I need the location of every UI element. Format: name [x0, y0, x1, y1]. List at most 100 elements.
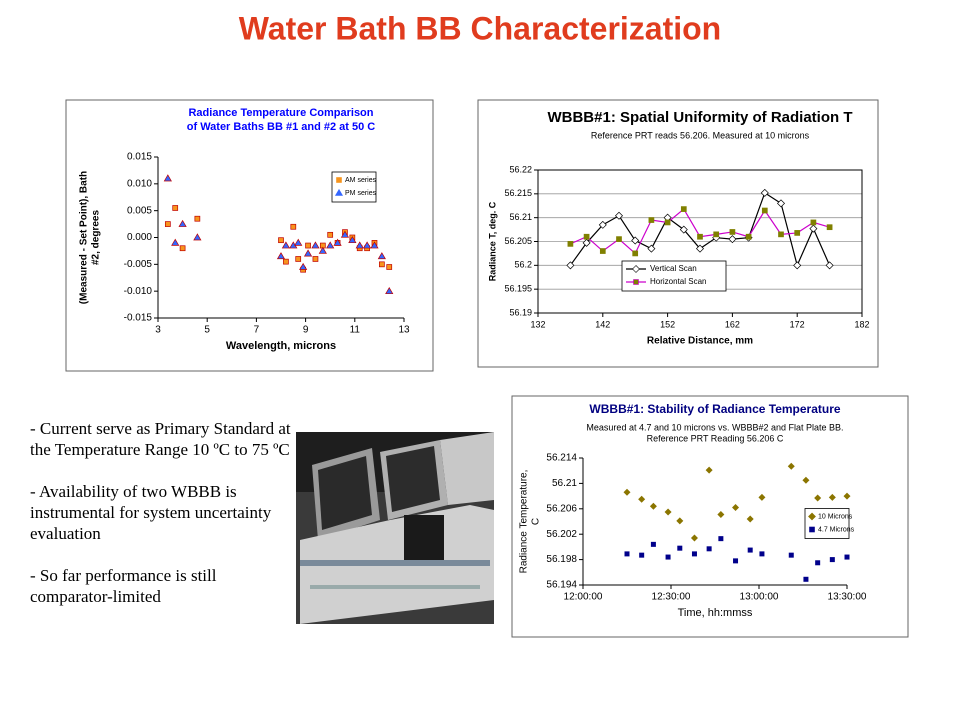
- marker: [649, 502, 657, 510]
- x-tick-label: 132: [530, 319, 545, 329]
- y-axis-label: #2, degrees: [91, 210, 102, 265]
- chart-frame: [65, 99, 434, 372]
- marker: [283, 258, 289, 265]
- marker: [326, 241, 335, 249]
- marker: [787, 462, 795, 470]
- marker: [171, 238, 180, 246]
- x-tick-label: 182: [854, 319, 869, 329]
- marker: [718, 536, 724, 542]
- x-tick-label: 13: [398, 325, 410, 336]
- slide-title: Water Bath BB Characterization: [239, 10, 721, 46]
- legend-label: AM series: [345, 177, 377, 184]
- marker: [276, 252, 286, 260]
- marker: [809, 224, 818, 233]
- bullet: - Availability of two WBBB is instrument…: [30, 482, 272, 543]
- y-tick-label: -0.015: [124, 313, 153, 324]
- y-tick-label: 56.194: [546, 580, 577, 591]
- x-tick-label: 13:00:00: [740, 592, 779, 603]
- marker: [778, 231, 784, 238]
- bullet-list: - Current serve as Primary Standard at t…: [30, 418, 298, 628]
- y-axis-label: Radiance T, deg. C: [487, 201, 497, 281]
- marker: [633, 279, 639, 285]
- marker: [788, 552, 794, 558]
- marker: [624, 551, 630, 557]
- marker: [677, 545, 683, 551]
- y-tick-label: 56.2: [514, 260, 532, 270]
- marker: [745, 233, 752, 240]
- marker: [639, 552, 645, 558]
- marker: [567, 241, 574, 247]
- legend-label: Horizontal Scan: [650, 277, 706, 286]
- marker: [691, 551, 697, 557]
- y-tick-label: 56.22: [509, 164, 532, 174]
- marker: [598, 220, 607, 229]
- marker: [844, 554, 850, 560]
- marker: [810, 219, 817, 226]
- y-tick-label: -0.010: [124, 286, 153, 297]
- marker: [355, 241, 364, 249]
- marker: [760, 188, 769, 197]
- marker: [814, 494, 822, 502]
- marker: [717, 511, 725, 519]
- marker: [311, 241, 320, 249]
- marker: [647, 244, 656, 253]
- y-tick-label: 56.195: [504, 284, 532, 294]
- y-tick-label: 56.202: [546, 529, 577, 540]
- marker: [732, 504, 740, 512]
- marker: [336, 177, 342, 183]
- marker: [729, 229, 736, 235]
- legend-label: Vertical Scan: [650, 264, 697, 273]
- chart-title: of Water Baths BB #1 and #2 at 50 C: [187, 121, 376, 133]
- y-tick-label: 56.206: [546, 503, 577, 514]
- marker: [638, 495, 646, 503]
- bullet: - Current serve as Primary Standard at t…: [30, 419, 291, 459]
- y-tick-label: 56.21: [509, 212, 532, 222]
- marker: [697, 233, 703, 240]
- marker: [303, 249, 313, 257]
- marker: [281, 241, 291, 249]
- marker: [179, 245, 186, 252]
- x-tick-label: 9: [303, 325, 309, 336]
- legend-box: [331, 171, 377, 203]
- marker: [746, 515, 754, 523]
- marker: [733, 558, 739, 564]
- marker: [334, 188, 344, 196]
- plot-border: [537, 169, 863, 314]
- marker: [194, 215, 201, 222]
- marker: [802, 476, 810, 484]
- marker: [679, 225, 688, 234]
- marker: [690, 534, 698, 542]
- marker: [278, 237, 284, 244]
- marker: [728, 235, 737, 244]
- marker: [295, 256, 302, 262]
- marker: [615, 211, 623, 220]
- marker: [327, 231, 334, 238]
- marker: [706, 546, 712, 552]
- marker: [163, 174, 172, 182]
- marker: [290, 223, 297, 230]
- marker: [178, 219, 187, 227]
- bullet: - So far performance is still comparator…: [30, 566, 217, 606]
- legend-box: [621, 260, 727, 292]
- marker: [676, 517, 684, 525]
- marker: [193, 233, 202, 241]
- marker: [650, 541, 656, 547]
- marker: [843, 492, 851, 500]
- y-tick-label: 0.005: [127, 205, 152, 216]
- marker: [583, 233, 590, 240]
- chart-title: Radiance Temperature Comparison: [188, 107, 373, 119]
- marker: [808, 512, 816, 521]
- marker: [632, 265, 640, 273]
- marker: [362, 241, 372, 249]
- x-tick-label: 12:00:00: [564, 592, 603, 603]
- y-tick-label: 56.215: [504, 188, 532, 198]
- y-tick-label: 56.198: [546, 554, 577, 565]
- marker: [340, 230, 350, 238]
- chart-subtitle: Reference PRT Reading 56.206 C: [647, 433, 784, 443]
- y-axis-label: C: [531, 518, 542, 525]
- y-tick-label: 0.015: [127, 152, 152, 163]
- chart-subtitle: Reference PRT reads 56.206. Measured at …: [591, 130, 810, 140]
- marker: [385, 286, 394, 295]
- legend-label: 10 Microns: [818, 513, 853, 520]
- marker: [623, 488, 631, 496]
